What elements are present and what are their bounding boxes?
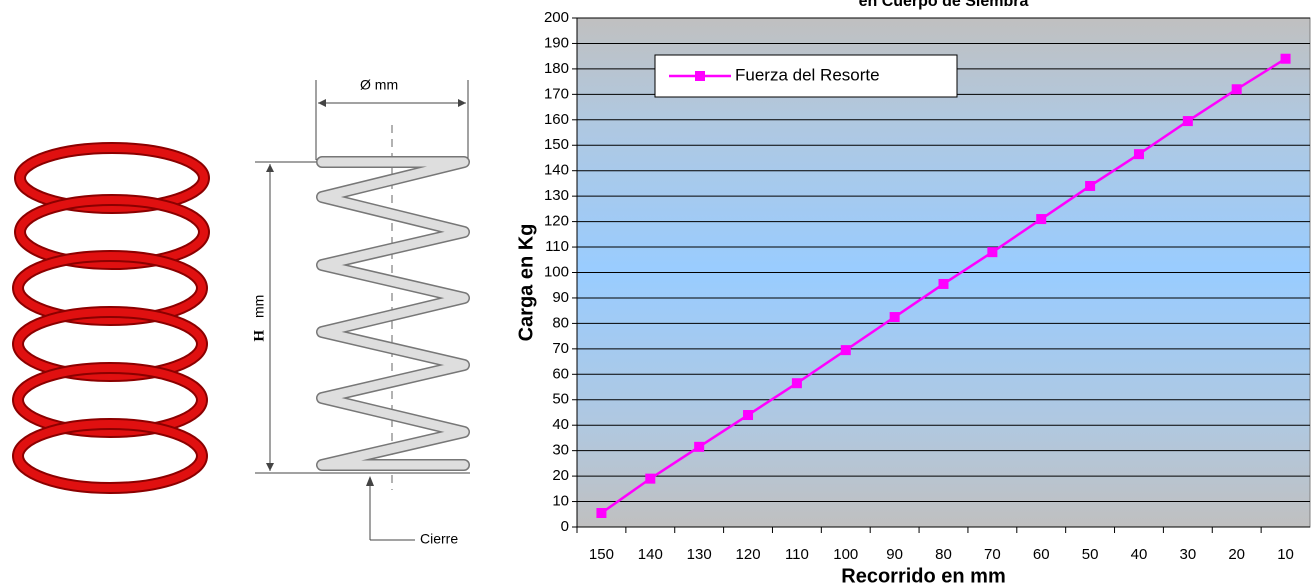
x-tick-label: 50 [1082,546,1099,563]
y-tick-label: 170 [544,85,569,102]
marker [889,312,900,323]
marker [694,441,705,452]
marker [743,410,754,421]
y-tick-label: 80 [552,314,569,331]
spring-schematic: Ø mm Cierre H mm [251,77,470,547]
x-tick-label: 60 [1033,546,1050,563]
y-tick-label: 20 [552,467,569,484]
diameter-label: Ø mm [360,77,398,93]
y-tick-label: 180 [544,60,569,77]
y-tick-label: 160 [544,111,569,128]
y-tick-label: 70 [552,340,569,357]
y-tick-label: 50 [552,391,569,408]
y-tick-label: 120 [544,213,569,230]
y-tick-label: 90 [552,289,569,306]
marker [791,378,802,389]
height-unit: mm [251,295,267,318]
x-tick-label: 10 [1277,546,1294,563]
height-label: H [251,330,267,342]
x-tick-label: 120 [736,546,761,563]
y-tick-label: 40 [552,416,569,433]
y-tick-label: 190 [544,34,569,51]
y-tick-label: 30 [552,442,569,459]
x-tick-label: 140 [638,546,663,563]
closure-label: Cierre [420,531,458,547]
x-tick-label: 110 [785,546,809,563]
marker [1036,214,1047,225]
marker [987,247,998,258]
marker [1280,53,1291,64]
y-tick-label: 130 [544,187,569,204]
x-tick-label: 40 [1131,546,1148,563]
y-tick-label: 0 [561,518,569,535]
chart: en Cuerpo de Siembra 0 10 20 30 40 50 60 70 80 90 1… [515,0,1311,587]
x-axis-label: Recorrido en mm [841,565,1005,587]
marker [938,278,949,289]
marker [1133,149,1144,160]
y-axis-label: Carga en Kg [515,224,537,342]
x-tick-label: 20 [1228,546,1245,563]
marker [1231,84,1242,95]
legend-label: Fuerza del Resorte [735,65,880,84]
y-tick-label: 200 [544,9,569,26]
y-tick-label: 60 [552,365,569,382]
x-tick-label: 30 [1179,546,1196,563]
y-tick-label: 150 [544,136,569,153]
spring-3d [12,142,210,494]
x-tick-label: 130 [687,546,712,563]
marker [840,345,851,356]
x-tick-label: 80 [935,546,952,563]
marker [1182,116,1193,127]
chart-title: en Cuerpo de Siembra [859,0,1029,10]
y-tick-label: 10 [552,493,569,510]
marker [596,508,607,519]
x-tick-label: 90 [886,546,903,563]
x-tick-label: 70 [984,546,1001,563]
y-tick-label: 110 [545,238,569,255]
y-tick-label: 140 [544,162,569,179]
y-tick-label: 100 [544,263,569,280]
marker [645,473,656,484]
x-tick-label: 150 [589,546,614,563]
marker [1085,180,1096,191]
x-tick-label: 100 [833,546,858,563]
legend-marker [695,71,705,81]
